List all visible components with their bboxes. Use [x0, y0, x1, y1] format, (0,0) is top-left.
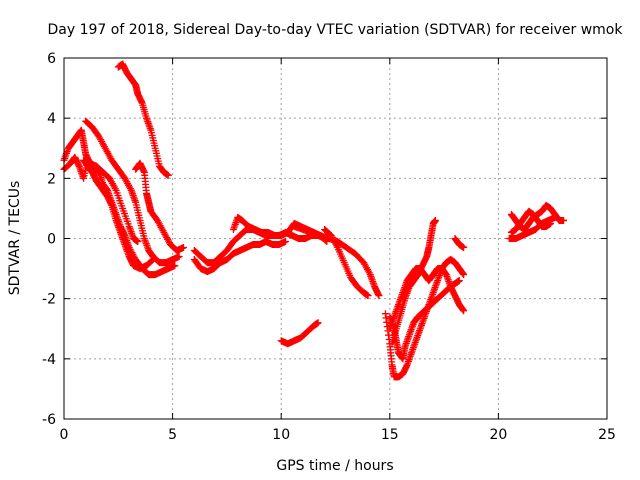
- ticks-layer: 0 5 10 15 20 25 -6 -4 -2 0 2 4 6: [42, 51, 616, 443]
- y-tick-label: 0: [47, 232, 56, 248]
- series-arc-d: [114, 60, 172, 179]
- chart-title: Day 197 of 2018, Sidereal Day-to-day VTE…: [48, 22, 624, 38]
- y-tick-label: -6: [42, 412, 56, 428]
- y-tick-label: 2: [47, 171, 56, 187]
- data-point: [171, 262, 179, 270]
- x-tick-label: 20: [489, 427, 507, 443]
- data-point: [149, 256, 157, 264]
- x-tick-label: 10: [272, 427, 290, 443]
- series-arc-c: [82, 117, 183, 267]
- data-point: [314, 319, 322, 327]
- data-point: [455, 277, 463, 285]
- grid-layer: [64, 58, 607, 419]
- data-point: [551, 213, 559, 221]
- x-tick-label: 25: [598, 427, 616, 443]
- series-arc-s: [507, 207, 555, 236]
- marks-layer: [60, 60, 568, 381]
- data-point: [179, 244, 187, 252]
- series-arc-q: [451, 235, 468, 252]
- data-point: [282, 238, 290, 246]
- data-point: [560, 216, 568, 224]
- series-arc-e: [80, 156, 157, 273]
- data-point: [364, 292, 372, 300]
- data-point: [460, 271, 468, 279]
- data-point: [134, 238, 142, 246]
- series-arc-t: [505, 213, 559, 242]
- x-tick-label: 5: [168, 427, 177, 443]
- data-point: [164, 171, 172, 179]
- x-tick-label: 15: [381, 427, 399, 443]
- series-arc-f: [132, 159, 187, 255]
- x-axis-title: GPS time / hours: [276, 458, 393, 474]
- x-tick-label: 0: [60, 427, 69, 443]
- data-point: [431, 216, 439, 224]
- y-tick-label: -2: [42, 292, 56, 308]
- series-arc-h: [190, 238, 290, 276]
- data-point: [460, 307, 468, 315]
- data-point: [375, 292, 383, 300]
- y-tick-label: -4: [42, 352, 56, 368]
- data-point: [460, 244, 468, 252]
- series-arc-l: [277, 319, 322, 348]
- series-arc-p: [388, 216, 439, 348]
- y-tick-label: 6: [47, 51, 56, 67]
- series-arc-m: [381, 256, 468, 381]
- series-arc-k: [321, 225, 372, 300]
- data-point: [148, 256, 156, 264]
- series-arc-j: [290, 222, 383, 300]
- y-axis-title: SDTVAR / TECUs: [7, 181, 23, 296]
- y-tick-label: 4: [47, 111, 56, 127]
- data-point: [175, 253, 183, 261]
